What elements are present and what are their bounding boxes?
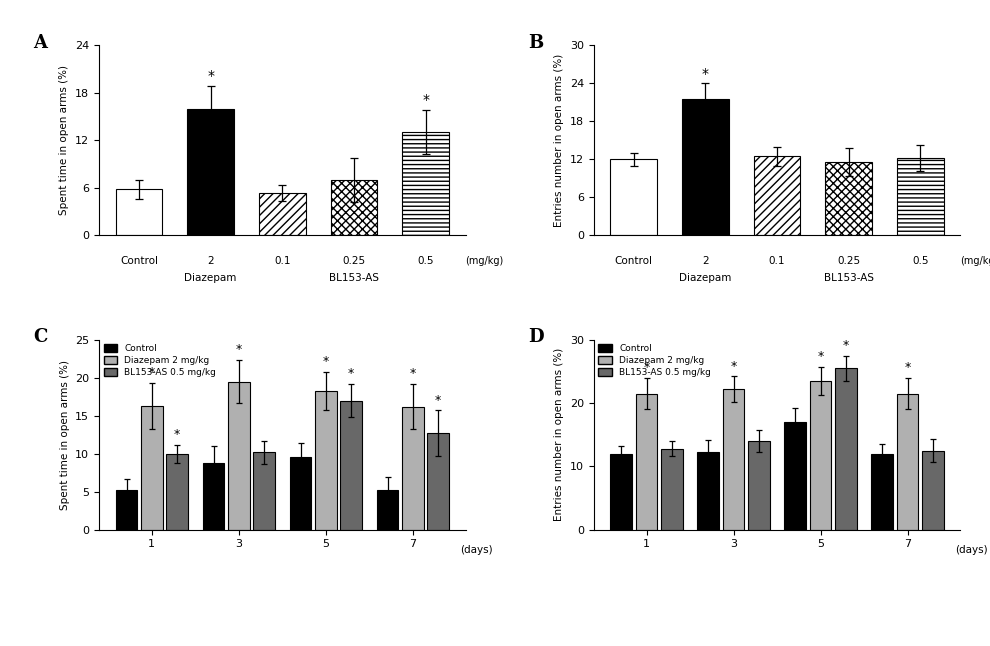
Bar	[259, 193, 306, 235]
Bar	[611, 159, 657, 235]
Bar	[826, 162, 872, 235]
Text: (days): (days)	[955, 545, 988, 555]
Bar	[376, 490, 398, 530]
Text: BL153-AS: BL153-AS	[329, 273, 379, 283]
Y-axis label: Spent time in open arms (%): Spent time in open arms (%)	[59, 360, 69, 510]
Text: *: *	[422, 93, 429, 107]
Text: *: *	[818, 350, 824, 363]
Bar	[253, 452, 275, 530]
Text: (mg/kg): (mg/kg)	[959, 256, 990, 266]
Text: *: *	[323, 355, 329, 368]
Text: *: *	[207, 69, 214, 83]
Text: *: *	[842, 339, 848, 352]
Text: 2: 2	[702, 256, 709, 266]
Bar	[141, 406, 162, 530]
Bar	[187, 109, 234, 235]
Text: *: *	[702, 67, 709, 81]
Bar	[341, 401, 362, 530]
Y-axis label: Entries number in open arms (%): Entries number in open arms (%)	[554, 348, 564, 521]
Bar	[753, 156, 800, 235]
Bar	[315, 391, 337, 530]
Text: (mg/kg): (mg/kg)	[465, 256, 503, 266]
Bar	[897, 158, 943, 235]
Text: *: *	[905, 361, 911, 374]
Bar	[116, 490, 138, 530]
Bar	[116, 189, 162, 235]
Text: C: C	[33, 328, 48, 346]
Bar	[661, 449, 683, 530]
Bar	[166, 453, 188, 530]
Text: 2: 2	[207, 256, 214, 266]
Legend: Control, Diazepam 2 mg/kg, BL153-AS 0.5 mg/kg: Control, Diazepam 2 mg/kg, BL153-AS 0.5 …	[104, 344, 216, 377]
Legend: Control, Diazepam 2 mg/kg, BL153-AS 0.5 mg/kg: Control, Diazepam 2 mg/kg, BL153-AS 0.5 …	[598, 344, 711, 377]
Text: B: B	[528, 34, 544, 52]
Text: Control: Control	[615, 256, 652, 266]
Text: Control: Control	[120, 256, 158, 266]
Bar	[922, 450, 943, 530]
Text: D: D	[528, 328, 544, 346]
Text: 0.25: 0.25	[838, 256, 860, 266]
Text: 0.5: 0.5	[418, 256, 434, 266]
Text: A: A	[33, 34, 48, 52]
Text: *: *	[435, 393, 442, 406]
Bar	[747, 441, 769, 530]
Bar	[697, 452, 719, 530]
Bar	[611, 453, 633, 530]
Text: (days): (days)	[460, 545, 493, 555]
Text: *: *	[410, 367, 416, 380]
Y-axis label: Entries number in open arms (%): Entries number in open arms (%)	[554, 54, 564, 227]
Bar	[290, 457, 312, 530]
Y-axis label: Spent time in open arms (%): Spent time in open arms (%)	[59, 65, 69, 215]
Bar	[402, 406, 424, 530]
Text: *: *	[731, 360, 737, 373]
Text: 0.25: 0.25	[343, 256, 365, 266]
Bar	[871, 453, 893, 530]
Text: *: *	[174, 428, 180, 441]
Bar	[427, 433, 448, 530]
Text: *: *	[347, 367, 354, 380]
Bar	[228, 382, 249, 530]
Text: BL153-AS: BL153-AS	[824, 273, 874, 283]
Text: *: *	[148, 366, 154, 379]
Bar	[402, 132, 448, 235]
Bar	[203, 463, 225, 530]
Bar	[835, 368, 856, 530]
Text: *: *	[236, 344, 242, 357]
Text: Diazepam: Diazepam	[184, 273, 237, 283]
Text: 0.5: 0.5	[912, 256, 929, 266]
Bar	[897, 393, 919, 530]
Text: 0.1: 0.1	[769, 256, 785, 266]
Text: *: *	[644, 361, 649, 374]
Bar	[682, 99, 729, 235]
Bar	[810, 381, 832, 530]
Text: 0.1: 0.1	[274, 256, 290, 266]
Bar	[784, 422, 806, 530]
Bar	[331, 180, 377, 235]
Text: Diazepam: Diazepam	[679, 273, 732, 283]
Bar	[636, 393, 657, 530]
Bar	[723, 389, 744, 530]
